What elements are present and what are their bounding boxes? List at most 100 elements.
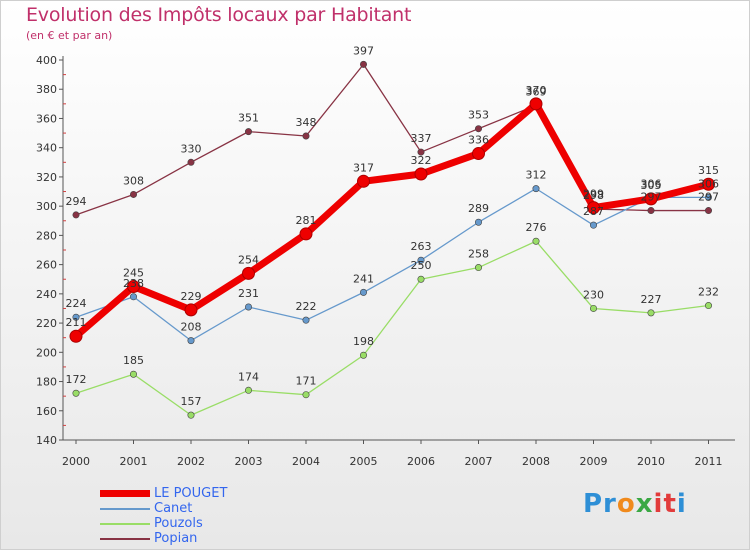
logo-part: o (616, 489, 636, 519)
y-tick-label: 200 (36, 346, 57, 359)
x-tick-label: 2004 (292, 455, 320, 468)
data-point-pouzols (474, 264, 482, 272)
y-tick-label: 260 (36, 259, 57, 272)
data-label-pouzols: 250 (411, 259, 432, 272)
data-point-canet (72, 313, 80, 321)
data-point-canet (130, 293, 138, 301)
data-point-canet (359, 288, 367, 296)
data-point-popian (302, 132, 310, 140)
legend-label-canet: Canet (154, 501, 193, 516)
data-point-canet (245, 303, 253, 311)
data-label-canet: 231 (238, 287, 259, 300)
data-point-pouzols (245, 386, 253, 394)
y-tick-label: 400 (36, 54, 57, 67)
data-label-pouzols: 157 (181, 395, 202, 408)
y-tick-label: 340 (36, 142, 57, 155)
legend-swatch-canet (100, 507, 150, 510)
data-point-le-pouget (242, 266, 255, 280)
series-line-le-pouget (72, 100, 712, 340)
data-label-le-pouget: 299 (583, 188, 604, 201)
logo-part: Pr (583, 489, 617, 519)
data-label-canet: 241 (353, 272, 374, 285)
x-tick-label: 2010 (637, 455, 665, 468)
data-point-pouzols (704, 302, 712, 310)
data-point-le-pouget (357, 174, 370, 188)
data-point-canet (302, 316, 310, 324)
data-label-pouzols: 258 (468, 248, 489, 261)
data-label-le-pouget: 281 (296, 214, 317, 227)
data-label-canet: 306 (641, 177, 662, 190)
series-layer (69, 60, 715, 419)
y-tick-label: 320 (36, 171, 57, 184)
data-point-le-pouget (644, 192, 658, 206)
data-point-pouzols (647, 309, 655, 317)
data-point-popian (130, 190, 138, 198)
data-label-canet: 238 (123, 277, 144, 290)
data-point-le-pouget (184, 303, 198, 317)
data-point-canet (532, 185, 540, 193)
legend-item-popian: Popian (100, 531, 227, 546)
data-point-pouzols (359, 351, 367, 359)
data-point-pouzols (302, 391, 310, 399)
legend-swatch-le-pouget (100, 490, 150, 497)
data-point-pouzols (532, 237, 540, 245)
data-point-canet (589, 221, 597, 229)
x-tick-label: 2006 (407, 455, 435, 468)
data-label-popian: 348 (296, 116, 317, 129)
x-tick-label: 2005 (350, 455, 378, 468)
data-point-le-pouget (127, 280, 140, 294)
data-point-le-pouget (702, 177, 715, 191)
data-point-pouzols (72, 389, 80, 397)
data-point-popian (417, 148, 425, 156)
data-label-canet: 208 (181, 321, 202, 334)
data-label-pouzols: 174 (238, 370, 259, 383)
data-label-pouzols: 230 (583, 288, 604, 301)
y-tick-label: 140 (36, 434, 57, 447)
logo-part: x (635, 489, 654, 519)
x-tick-label: 2007 (465, 455, 493, 468)
data-label-canet: 287 (583, 205, 604, 218)
y-tick-label: 160 (36, 405, 57, 418)
data-point-le-pouget (529, 97, 543, 111)
data-label-pouzols: 198 (353, 335, 374, 348)
legend: LE POUGET Canet Pouzols Popian (100, 486, 227, 546)
data-point-pouzols (130, 370, 138, 378)
data-label-popian: 297 (698, 191, 719, 204)
logo-part: it (653, 489, 677, 519)
legend-item-pouzols: Pouzols (100, 516, 227, 531)
y-tick-label: 180 (36, 376, 57, 389)
data-label-popian: 297 (641, 191, 662, 204)
legend-item-canet: Canet (100, 501, 227, 516)
x-tick-label: 2003 (235, 455, 263, 468)
legend-swatch-pouzols (100, 522, 150, 525)
data-label-popian: 330 (181, 142, 202, 155)
chart-title: Evolution des Impôts locaux par Habitant (26, 4, 412, 26)
x-tick-label: 2009 (580, 455, 608, 468)
data-point-pouzols (589, 304, 597, 312)
logo-part: i (676, 489, 687, 519)
data-labels: 294 308 330 351 348 397 337 353 369 298 297 297 172 1… (66, 44, 720, 408)
data-point-le-pouget (414, 167, 428, 181)
data-label-le-pouget: 370 (526, 84, 547, 97)
data-label-canet: 222 (296, 300, 317, 313)
data-label-le-pouget: 315 (698, 164, 719, 177)
series-line-pouzols (75, 240, 710, 416)
data-point-popian (245, 128, 253, 136)
data-label-popian: 353 (468, 109, 489, 122)
data-label-popian: 308 (123, 174, 144, 187)
data-label-popian: 397 (353, 44, 374, 57)
y-tick-label: 360 (36, 112, 57, 125)
x-tick-label: 2000 (62, 455, 90, 468)
data-label-canet: 306 (698, 177, 719, 190)
chart-subtitle: (en € et par an) (26, 29, 113, 42)
data-label-pouzols: 185 (123, 354, 144, 367)
data-label-popian: 369 (526, 85, 547, 98)
data-point-popian (647, 207, 655, 215)
data-label-pouzols: 171 (296, 375, 317, 388)
legend-label-pouzols: Pouzols (154, 516, 203, 531)
proxiti-logo: Proxiti (583, 489, 687, 519)
data-label-canet: 312 (526, 169, 547, 182)
data-point-canet (417, 256, 425, 264)
y-tick-label: 220 (36, 317, 57, 330)
